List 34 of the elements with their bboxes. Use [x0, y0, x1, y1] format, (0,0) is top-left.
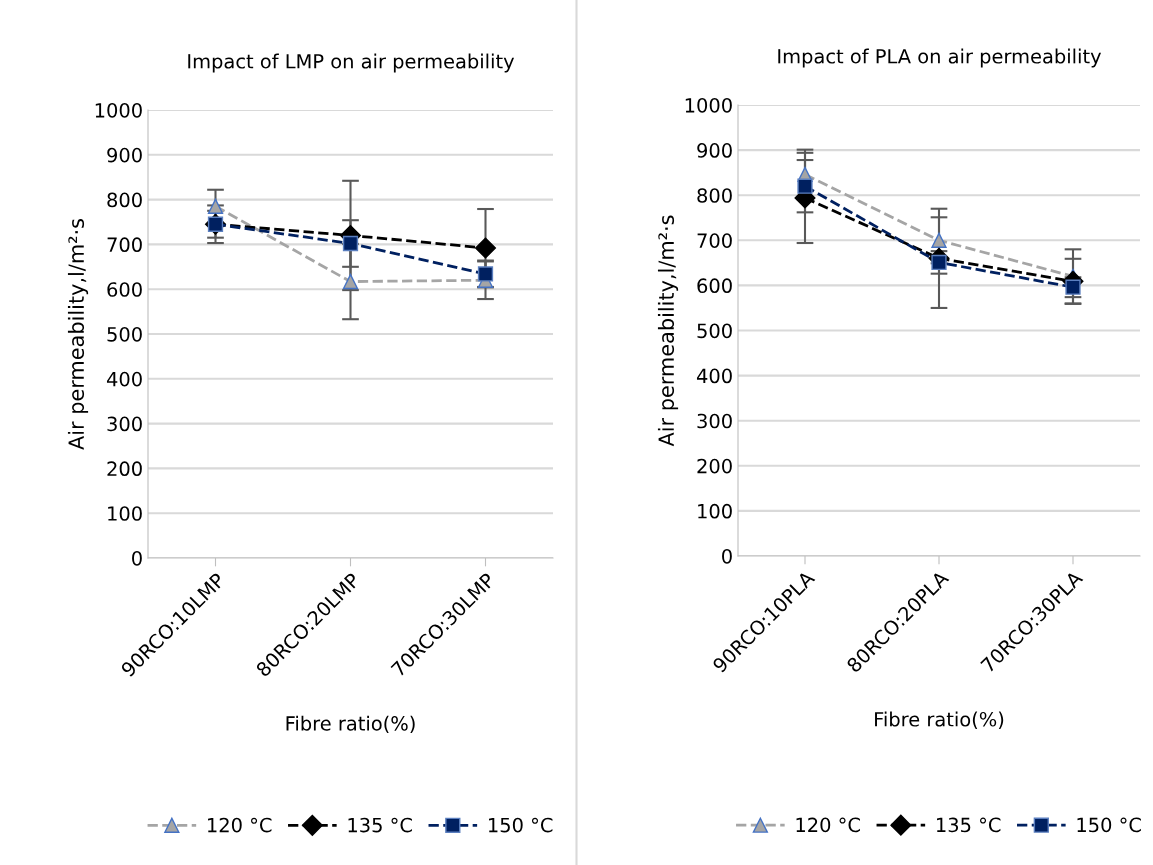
- y-tick-label: 600: [697, 278, 732, 294]
- y-tick-label: 400: [106, 371, 142, 387]
- legend-label: 150 °C: [1077, 817, 1141, 833]
- y-tick-label: 900: [697, 143, 732, 158]
- legend-label: 135 °C: [348, 817, 412, 833]
- chart-title: Impact of LMP on air permeability: [188, 53, 515, 73]
- y-tick-label: 200: [697, 458, 732, 474]
- x-axis-title: Fibre ratio(%): [286, 715, 415, 734]
- y-tick-label: 600: [107, 282, 142, 297]
- y-tick-label: 300: [107, 416, 142, 432]
- y-axis-title: Air permeability,l/m²·s: [657, 215, 679, 447]
- y-tick-label: 300: [697, 413, 732, 429]
- legend-label: 120 °C: [208, 817, 272, 833]
- y-tick-label: 700: [107, 237, 142, 253]
- y-tick-label: 200: [107, 461, 142, 477]
- y-tick-label: 100: [108, 506, 142, 521]
- y-tick-label: 0: [132, 550, 142, 566]
- y-tick-label: 0: [722, 548, 732, 564]
- y-tick-label: 900: [107, 147, 142, 163]
- y-tick-label: 1000: [95, 102, 142, 118]
- x-axis-title: Fibre ratio(%): [875, 711, 1004, 729]
- chart-title: Impact of PLA on air permeability: [778, 48, 1102, 68]
- y-tick-label: 800: [107, 192, 142, 208]
- y-tick-label: 500: [107, 326, 142, 342]
- y-tick-label: 1000: [685, 97, 732, 113]
- y-tick-label: 100: [698, 503, 732, 519]
- legend-label: 150 °C: [488, 817, 553, 833]
- legend-label: 120 °C: [796, 817, 860, 833]
- y-axis-title: Air permeability,l/m²·s: [67, 219, 89, 450]
- y-tick-label: 700: [697, 233, 732, 248]
- legend-label: 135 °C: [937, 817, 1001, 833]
- y-tick-label: 400: [696, 368, 732, 384]
- y-tick-label: 800: [697, 188, 732, 203]
- y-tick-label: 500: [697, 323, 732, 339]
